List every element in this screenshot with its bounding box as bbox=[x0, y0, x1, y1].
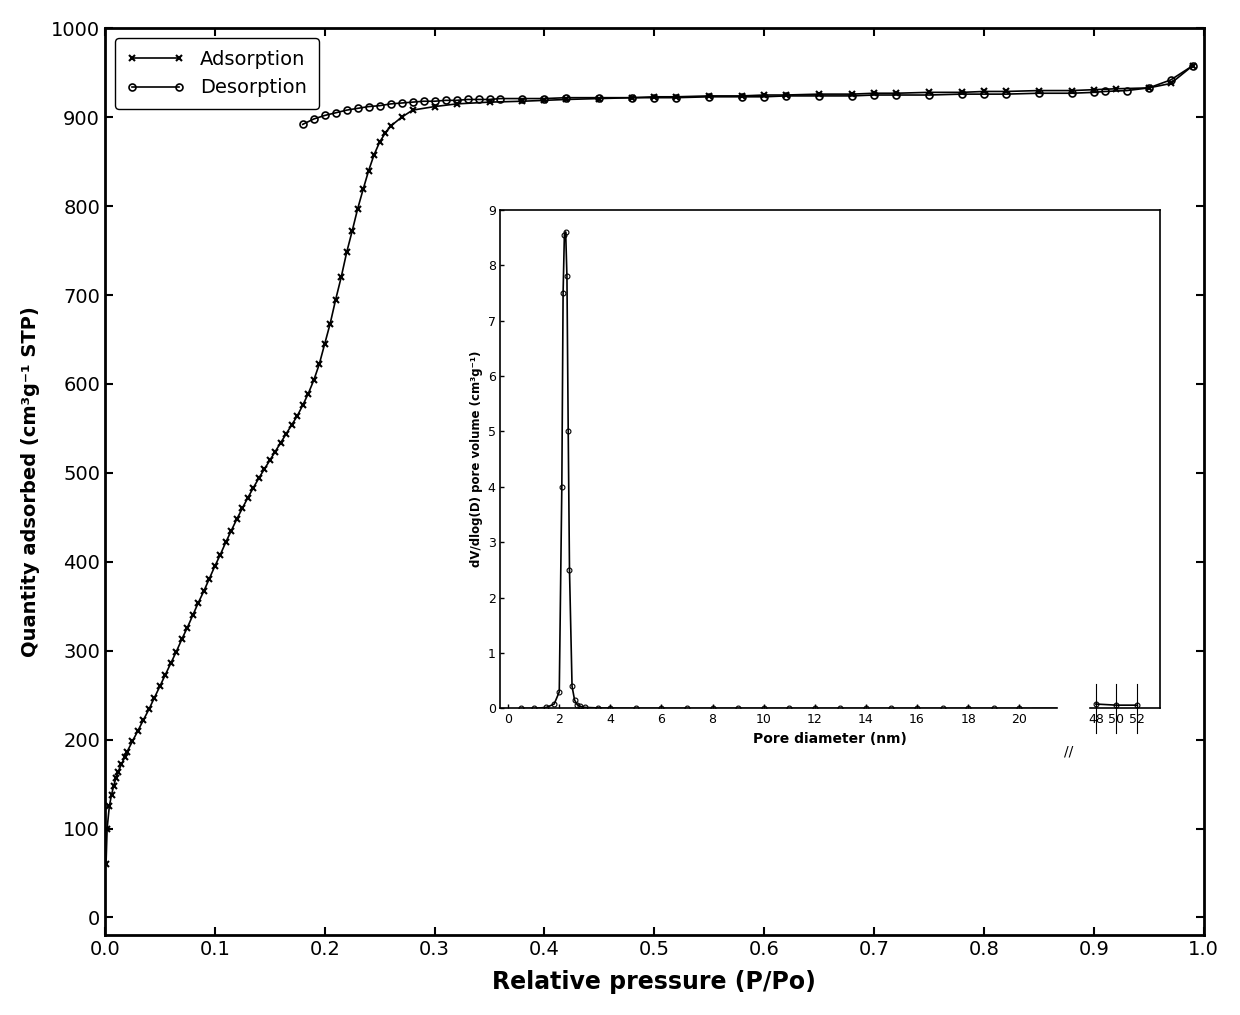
Desorption bbox=[482, 93, 497, 106]
Desorption bbox=[449, 94, 464, 107]
Desorption bbox=[1120, 84, 1135, 96]
Adsorption bbox=[119, 746, 134, 758]
Desorption bbox=[702, 90, 717, 103]
Desorption bbox=[591, 91, 606, 104]
Desorption bbox=[515, 92, 529, 105]
Desorption bbox=[329, 107, 343, 119]
Desorption bbox=[889, 89, 904, 102]
Adsorption bbox=[317, 338, 332, 350]
Desorption bbox=[394, 96, 409, 109]
Desorption bbox=[537, 92, 552, 105]
Desorption bbox=[361, 100, 376, 113]
Line: Desorption: Desorption bbox=[299, 62, 1197, 128]
Desorption bbox=[306, 113, 321, 125]
Desorption bbox=[350, 103, 365, 115]
Desorption bbox=[460, 93, 475, 106]
Desorption bbox=[1185, 60, 1200, 72]
Desorption bbox=[1097, 85, 1112, 97]
Adsorption bbox=[130, 725, 145, 737]
Desorption bbox=[844, 89, 859, 102]
Desorption bbox=[1141, 82, 1156, 94]
Desorption bbox=[471, 93, 486, 106]
Adsorption bbox=[169, 646, 184, 658]
Desorption bbox=[977, 88, 992, 100]
Desorption bbox=[383, 97, 398, 110]
Desorption bbox=[559, 91, 574, 104]
Desorption bbox=[340, 105, 355, 117]
Legend: Adsorption, Desorption: Adsorption, Desorption bbox=[114, 38, 319, 109]
Desorption bbox=[647, 91, 662, 104]
Desorption bbox=[494, 92, 508, 105]
Desorption bbox=[427, 95, 441, 108]
Desorption bbox=[812, 89, 827, 102]
Desorption bbox=[405, 96, 420, 109]
Desorption bbox=[295, 119, 310, 131]
Desorption bbox=[867, 89, 882, 102]
Desorption bbox=[438, 94, 453, 107]
Adsorption bbox=[921, 86, 936, 98]
Desorption bbox=[1086, 86, 1101, 98]
Desorption bbox=[1064, 87, 1079, 99]
Desorption bbox=[372, 99, 387, 112]
Desorption bbox=[735, 90, 750, 103]
Desorption bbox=[756, 90, 771, 103]
Desorption bbox=[779, 89, 794, 102]
X-axis label: Relative pressure (P/Po): Relative pressure (P/Po) bbox=[492, 970, 816, 994]
Desorption bbox=[625, 91, 640, 104]
Adsorption bbox=[257, 463, 272, 475]
Desorption bbox=[668, 91, 683, 104]
Desorption bbox=[417, 95, 432, 108]
Desorption bbox=[998, 88, 1013, 100]
Desorption bbox=[1163, 74, 1178, 86]
Desorption bbox=[955, 88, 970, 100]
Adsorption bbox=[99, 858, 114, 870]
Desorption bbox=[317, 110, 332, 122]
Y-axis label: Quantity adsorbed (cm³g⁻¹ STP): Quantity adsorbed (cm³g⁻¹ STP) bbox=[21, 307, 40, 657]
Desorption bbox=[921, 89, 936, 102]
Desorption bbox=[1032, 87, 1047, 99]
Line: Adsorption: Adsorption bbox=[103, 62, 1197, 868]
Adsorption bbox=[1185, 60, 1200, 72]
